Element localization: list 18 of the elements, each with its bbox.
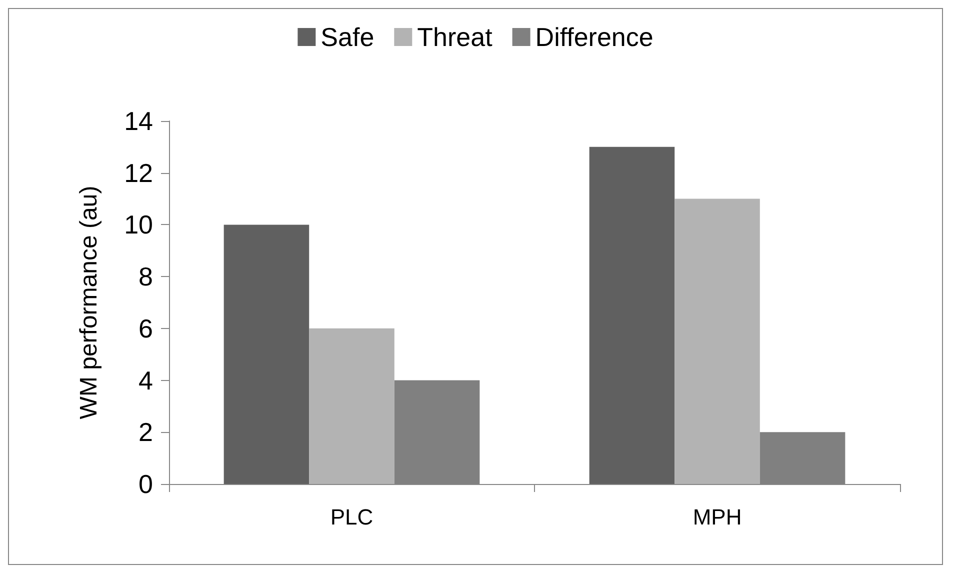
y-tick-label: 2 — [138, 417, 153, 448]
y-tick-label: 0 — [138, 469, 153, 499]
y-tick-label: 14 — [124, 106, 153, 136]
bar — [224, 224, 310, 484]
y-tick-label: 10 — [124, 210, 153, 240]
bar — [589, 146, 675, 484]
x-tick-label: MPH — [692, 504, 742, 530]
x-tick-label: PLC — [330, 504, 374, 530]
bar — [674, 198, 760, 484]
legend-label: Safe — [320, 22, 374, 52]
y-axis-title: WM performance (au) — [76, 186, 102, 420]
y-tick-label: 12 — [124, 158, 153, 188]
y-tick-label: 8 — [138, 262, 153, 292]
legend-label: Threat — [417, 22, 494, 52]
y-tick-label: 4 — [138, 365, 153, 396]
legend-label: Difference — [535, 22, 654, 52]
y-tick-label: 6 — [138, 313, 153, 344]
bar — [309, 328, 394, 484]
